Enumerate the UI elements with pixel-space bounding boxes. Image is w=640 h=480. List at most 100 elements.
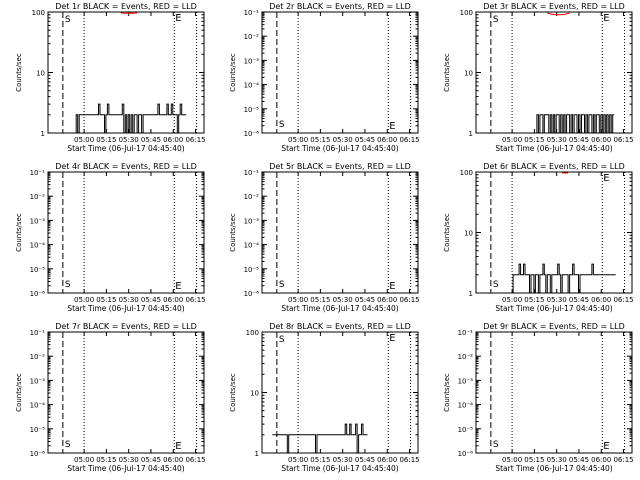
plot-title: Det 5r BLACK = Events, RED = LLD [269,162,411,171]
y-tick-label: 10 [36,70,45,78]
events-series-line [272,423,368,454]
x-tick-label: 05:00 [502,296,522,304]
x-tick-label: 05:15 [524,456,544,464]
end-marker: E [175,441,181,452]
x-tick-label: 05:45 [355,296,375,304]
y-tick-label: 10⁻⁵ [458,426,474,434]
x-tick-label: 05:00 [502,136,522,144]
y-tick-label: 10⁻³ [30,377,46,385]
x-tick-label: 05:45 [569,296,589,304]
start-marker: S [279,280,285,290]
y-tick-label: 10⁻³ [30,217,46,225]
plot-title: Det 9r BLACK = Events, RED = LLD [483,322,625,331]
y-tick-label: 100 [32,9,45,17]
x-tick-label: 05:45 [141,456,161,464]
x-tick-label: 06:00 [591,296,611,304]
x-tick-label: 05:30 [547,136,567,144]
x-tick-label: 06:00 [163,456,183,464]
x-tick-label: 05:00 [502,456,522,464]
events-series-line [73,103,187,134]
y-axis-label: Counts/sec [229,373,237,412]
plot-title: Det 1r BLACK = Events, RED = LLD [55,2,197,11]
x-tick-label: 06:00 [377,456,397,464]
x-axis-label: Start Time (06-Jul-17 04:45:40) [67,144,184,153]
y-tick-label: 10⁻⁵ [30,266,46,274]
x-tick-label: 05:00 [288,456,308,464]
x-tick-label: 05:45 [141,136,161,144]
plot-panel-6: Det 6r BLACK = Events, RED = LLD 05:00 05:… [443,162,634,313]
x-tick-label: 05:30 [333,136,353,144]
x-tick-label: 05:15 [310,136,330,144]
x-tick-label: 06:15 [613,296,633,304]
x-tick-label: 05:00 [288,136,308,144]
y-axis-label: Counts/sec [15,373,23,412]
start-marker: S [65,15,71,25]
x-tick-label: 05:45 [141,296,161,304]
x-tick-label: 05:45 [569,136,589,144]
x-tick-label: 05:00 [74,456,94,464]
x-axis-label: Start Time (06-Jul-17 04:45:40) [67,464,184,473]
y-tick-label: 10⁻² [458,353,474,361]
y-tick-label: 10⁻³ [244,57,260,65]
x-tick-label: 05:15 [96,296,116,304]
start-marker: S [493,280,499,290]
x-axis-label: Start Time (06-Jul-17 04:45:40) [281,304,398,313]
plot-frame [261,171,419,294]
start-marker: S [493,15,499,25]
y-tick-label: 100 [246,329,259,337]
y-tick-label: 10⁻⁴ [244,242,260,250]
lld-series-line [547,12,570,16]
end-marker: E [603,441,609,452]
plot-title: Det 3r BLACK = Events, RED = LLD [483,2,625,11]
y-axis-label: Counts/sec [443,373,451,412]
x-axis-label: Start Time (06-Jul-17 04:45:40) [281,144,398,153]
x-tick-label: 06:15 [399,456,419,464]
x-tick-label: 06:15 [185,136,205,144]
plot-frame [475,331,633,454]
y-tick-label: 10⁻² [244,193,260,201]
y-tick-label: 1 [255,450,259,458]
y-tick-label: 10 [464,230,473,238]
x-tick-label: 05:45 [355,136,375,144]
y-tick-label: 10⁻² [244,33,260,41]
x-tick-label: 05:15 [96,456,116,464]
x-tick-label: 06:00 [591,456,611,464]
y-tick-label: 10⁻⁶ [458,450,474,458]
y-tick-label: 100 [460,9,473,17]
end-marker: E [389,121,395,132]
x-tick-label: 05:30 [547,296,567,304]
y-axis-label: Counts/sec [229,213,237,252]
y-tick-label: 1 [469,290,473,298]
end-marker: E [603,13,609,24]
y-tick-label: 10⁻⁴ [458,402,474,410]
x-tick-label: 06:15 [399,296,419,304]
y-tick-label: 10⁻⁵ [244,106,260,114]
x-tick-label: 05:45 [569,456,589,464]
x-tick-label: 06:00 [163,136,183,144]
x-axis-label: Start Time (06-Jul-17 04:45:40) [495,144,612,153]
y-tick-label: 10⁻⁶ [30,450,46,458]
y-tick-label: 10⁻⁵ [30,426,46,434]
events-series-line [535,114,615,134]
start-marker: S [279,335,285,345]
y-tick-label: 10⁻⁴ [244,82,260,90]
y-axis-label: Counts/sec [15,213,23,252]
y-tick-label: 10⁻⁴ [30,242,46,250]
y-tick-label: 10⁻⁶ [30,290,46,298]
plot-title: Det 6r BLACK = Events, RED = LLD [483,162,625,171]
start-marker: S [493,440,499,450]
x-tick-label: 06:00 [591,136,611,144]
x-tick-label: 06:15 [399,136,419,144]
end-marker: E [175,13,181,24]
y-tick-label: 100 [460,169,473,177]
x-tick-label: 06:15 [185,296,205,304]
end-marker: E [389,333,395,344]
start-marker: S [65,280,71,290]
plot-frame [47,331,205,454]
plot-title: Det 4r BLACK = Events, RED = LLD [55,162,197,171]
